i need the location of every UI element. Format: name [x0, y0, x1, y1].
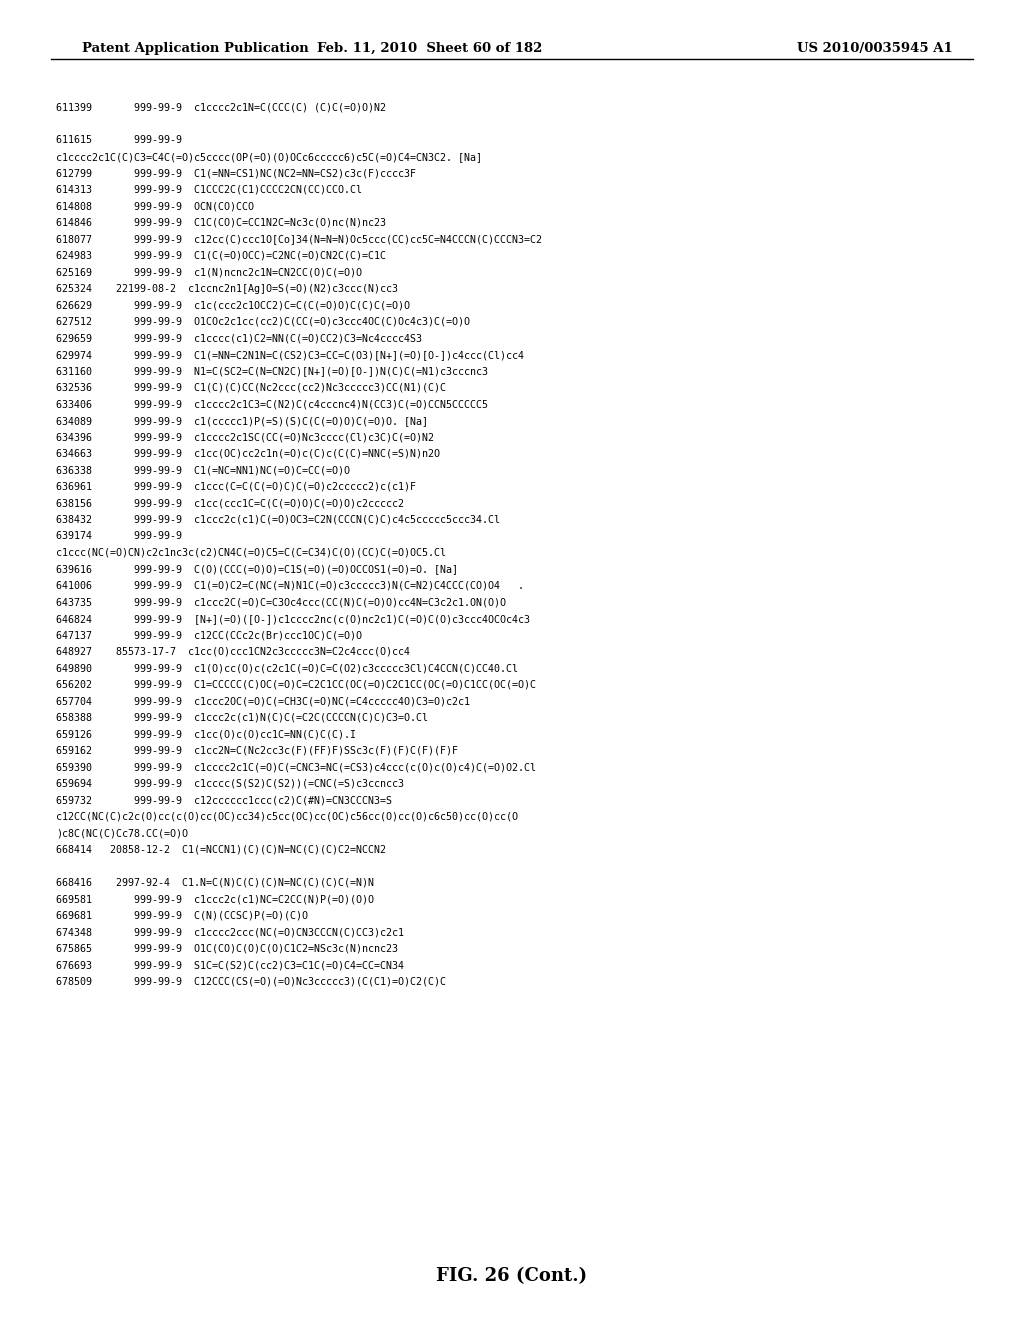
Text: )c8C(NC(C)Cc78.CC(=O)O: )c8C(NC(C)Cc78.CC(=O)O — [56, 829, 188, 838]
Text: 618077       999-99-9  c12cc(C)ccc1O[Co]34(N=N=N)Oc5ccc(CC)cc5C=N4CCCN(C)CCCN3=C: 618077 999-99-9 c12cc(C)ccc1O[Co]34(N=N=… — [56, 235, 543, 244]
Text: 625324    22199-08-2  c1ccnc2n1[Ag]O=S(=O)(N2)c3ccc(N)cc3: 625324 22199-08-2 c1ccnc2n1[Ag]O=S(=O)(N… — [56, 284, 398, 294]
Text: c1cccc2c1C(C)C3=C4C(=O)c5cccc(OP(=O)(O)OCc6ccccc6)c5C(=O)C4=CN3C2. [Na]: c1cccc2c1C(C)C3=C4C(=O)c5cccc(OP(=O)(O)O… — [56, 152, 482, 162]
Text: 639174       999-99-9: 639174 999-99-9 — [56, 531, 182, 541]
Text: 641006       999-99-9  C1(=O)C2=C(NC(=N)N1C(=O)c3ccccc3)N(C=N2)C4CCC(CO)O4   .: 641006 999-99-9 C1(=O)C2=C(NC(=N)N1C(=O)… — [56, 581, 524, 591]
Text: 643735       999-99-9  c1ccc2C(=O)C=C3Oc4ccc(CC(N)C(=O)O)cc4N=C3c2c1.ON(O)O: 643735 999-99-9 c1ccc2C(=O)C=C3Oc4ccc(CC… — [56, 597, 506, 607]
Text: 612799       999-99-9  C1(=NN=CS1)NC(NC2=NN=CS2)c3c(F)cccc3F: 612799 999-99-9 C1(=NN=CS1)NC(NC2=NN=CS2… — [56, 168, 417, 178]
Text: 659126       999-99-9  c1cc(O)c(O)cc1C=NN(C)C(C).I: 659126 999-99-9 c1cc(O)c(O)cc1C=NN(C)C(C… — [56, 729, 356, 739]
Text: 624983       999-99-9  C1(C(=O)OCC)=C2NC(=O)CN2C(C)=C1C: 624983 999-99-9 C1(C(=O)OCC)=C2NC(=O)CN2… — [56, 251, 386, 261]
Text: 636338       999-99-9  C1(=NC=NN1)NC(=O)C=CC(=O)O: 636338 999-99-9 C1(=NC=NN1)NC(=O)C=CC(=O… — [56, 466, 350, 475]
Text: 668416    2997-92-4  C1.N=C(N)C(C)(C)N=NC(C)(C)C(=N)N: 668416 2997-92-4 C1.N=C(N)C(C)(C)N=NC(C)… — [56, 878, 375, 888]
Text: 649890       999-99-9  c1(O)cc(O)c(c2c1C(=O)C=C(O2)c3ccccc3Cl)C4CCN(C)CC40.Cl: 649890 999-99-9 c1(O)cc(O)c(c2c1C(=O)C=C… — [56, 663, 518, 673]
Text: 674348       999-99-9  c1cccc2ccc(NC(=O)CN3CCCN(C)CC3)c2c1: 674348 999-99-9 c1cccc2ccc(NC(=O)CN3CCCN… — [56, 927, 404, 937]
Text: 626629       999-99-9  c1c(ccc2c1OCC2)C=C(C(=O)O)C(C)C(=O)O: 626629 999-99-9 c1c(ccc2c1OCC2)C=C(C(=O)… — [56, 300, 411, 310]
Text: 632536       999-99-9  C1(C)(C)CC(Nc2ccc(cc2)Nc3ccccc3)CC(N1)(C)C: 632536 999-99-9 C1(C)(C)CC(Nc2ccc(cc2)Nc… — [56, 383, 446, 393]
Text: 614313       999-99-9  C1CCC2C(C1)CCCC2CN(CC)CCO.Cl: 614313 999-99-9 C1CCC2C(C1)CCCC2CN(CC)CC… — [56, 185, 362, 195]
Text: 669581       999-99-9  c1ccc2c(c1)NC=C2CC(N)P(=O)(O)O: 669581 999-99-9 c1ccc2c(c1)NC=C2CC(N)P(=… — [56, 895, 375, 904]
Text: 611615       999-99-9: 611615 999-99-9 — [56, 135, 182, 145]
Text: 636961       999-99-9  c1ccc(C=C(C(=O)C)C(=O)c2ccccc2)c(c1)F: 636961 999-99-9 c1ccc(C=C(C(=O)C)C(=O)c2… — [56, 482, 417, 492]
Text: c12CC(NC(C)c2c(O)cc(c(O)cc(OC)cc34)c5cc(OC)cc(OC)c56cc(O)cc(O)c6c50)cc(O)cc(O: c12CC(NC(C)c2c(O)cc(c(O)cc(OC)cc34)c5cc(… — [56, 812, 518, 822]
Text: 639616       999-99-9  C(O)(CCC(=O)O)=C1S(=O)(=O)OCCOS1(=O)=O. [Na]: 639616 999-99-9 C(O)(CCC(=O)O)=C1S(=O)(=… — [56, 565, 459, 574]
Text: 634089       999-99-9  c1(ccccc1)P(=S)(S)C(C(=O)O)C(=O)O. [Na]: 634089 999-99-9 c1(ccccc1)P(=S)(S)C(C(=O… — [56, 416, 428, 426]
Text: 646824       999-99-9  [N+](=O)([O-])c1cccc2nc(c(O)nc2c1)C(=O)C(O)c3ccc4OCOc4c3: 646824 999-99-9 [N+](=O)([O-])c1cccc2nc(… — [56, 614, 530, 624]
Text: 614808       999-99-9  OCN(CO)CCO: 614808 999-99-9 OCN(CO)CCO — [56, 201, 254, 211]
Text: 634663       999-99-9  c1cc(OC)cc2c1n(=O)c(C)c(C(C)=NNC(=S)N)n2O: 634663 999-99-9 c1cc(OC)cc2c1n(=O)c(C)c(… — [56, 449, 440, 459]
Text: 638156       999-99-9  c1cc(ccc1C=C(C(=O)O)C(=O)O)c2ccccc2: 638156 999-99-9 c1cc(ccc1C=C(C(=O)O)C(=O… — [56, 498, 404, 508]
Text: 614846       999-99-9  C1C(CO)C=CC1N2C=Nc3c(O)nc(N)nc23: 614846 999-99-9 C1C(CO)C=CC1N2C=Nc3c(O)n… — [56, 218, 386, 228]
Text: Patent Application Publication: Patent Application Publication — [82, 42, 308, 55]
Text: US 2010/0035945 A1: US 2010/0035945 A1 — [797, 42, 952, 55]
Text: 659162       999-99-9  c1cc2N=C(Nc2cc3c(F)(FF)F)SSc3c(F)(F)C(F)(F)F: 659162 999-99-9 c1cc2N=C(Nc2cc3c(F)(FF)F… — [56, 746, 459, 756]
Text: 656202       999-99-9  C1=CCCCC(C)OC(=O)C=C2C1CC(OC(=O)C2C1CC(OC(=O)C1CC(OC(=O)C: 656202 999-99-9 C1=CCCCC(C)OC(=O)C=C2C1C… — [56, 680, 537, 690]
Text: 659732       999-99-9  c12cccccc1ccc(c2)C(#N)=CN3CCCN3=S: 659732 999-99-9 c12cccccc1ccc(c2)C(#N)=C… — [56, 795, 392, 805]
Text: c1ccc(NC(=O)CN)c2c1nc3c(c2)CN4C(=O)C5=C(C=C34)C(O)(CC)C(=O)OC5.Cl: c1ccc(NC(=O)CN)c2c1nc3c(c2)CN4C(=O)C5=C(… — [56, 548, 446, 558]
Text: 675865       999-99-9  O1C(CO)C(O)C(O)C1C2=NSc3c(N)ncnc23: 675865 999-99-9 O1C(CO)C(O)C(O)C1C2=NSc3… — [56, 944, 398, 954]
Text: Feb. 11, 2010  Sheet 60 of 182: Feb. 11, 2010 Sheet 60 of 182 — [317, 42, 543, 55]
Text: 676693       999-99-9  S1C=C(S2)C(cc2)C3=C1C(=O)C4=CC=CN34: 676693 999-99-9 S1C=C(S2)C(cc2)C3=C1C(=O… — [56, 961, 404, 970]
Text: FIG. 26 (Cont.): FIG. 26 (Cont.) — [436, 1267, 588, 1286]
Text: 648927    85573-17-7  c1cc(O)ccc1CN2c3ccccc3N=C2c4ccc(O)cc4: 648927 85573-17-7 c1cc(O)ccc1CN2c3ccccc3… — [56, 647, 411, 657]
Text: 668414   20858-12-2  C1(=NCCN1)(C)(C)N=NC(C)(C)C2=NCCN2: 668414 20858-12-2 C1(=NCCN1)(C)(C)N=NC(C… — [56, 845, 386, 855]
Text: 658388       999-99-9  c1ccc2c(c1)N(C)C(=C2C(CCCCN(C)C)C3=O.Cl: 658388 999-99-9 c1ccc2c(c1)N(C)C(=C2C(CC… — [56, 713, 428, 723]
Text: 627512       999-99-9  O1COc2c1cc(cc2)C(CC(=O)c3ccc4OC(C)Oc4c3)C(=O)O: 627512 999-99-9 O1COc2c1cc(cc2)C(CC(=O)c… — [56, 317, 470, 327]
Text: 669681       999-99-9  C(N)(CCSC)P(=O)(C)O: 669681 999-99-9 C(N)(CCSC)P(=O)(C)O — [56, 911, 308, 921]
Text: 633406       999-99-9  c1cccc2c1C3=C(N2)C(c4cccnc4)N(CC3)C(=O)CCN5CCCCC5: 633406 999-99-9 c1cccc2c1C3=C(N2)C(c4ccc… — [56, 399, 488, 409]
Text: 611399       999-99-9  c1cccc2c1N=C(CCC(C) (C)C(=O)O)N2: 611399 999-99-9 c1cccc2c1N=C(CCC(C) (C)C… — [56, 103, 386, 112]
Text: 659390       999-99-9  c1cccc2c1C(=O)C(=CNC3=NC(=CS3)c4ccc(c(O)c(O)c4)C(=O)O2.Cl: 659390 999-99-9 c1cccc2c1C(=O)C(=CNC3=NC… — [56, 763, 537, 772]
Text: 657704       999-99-9  c1ccc2OC(=O)C(=CH3C(=O)NC(=C4ccccc4O)C3=O)c2c1: 657704 999-99-9 c1ccc2OC(=O)C(=CH3C(=O)N… — [56, 697, 470, 706]
Text: 629974       999-99-9  C1(=NN=C2N1N=C(CS2)C3=CC=C(O3)[N+](=O)[O-])c4ccc(Cl)cc4: 629974 999-99-9 C1(=NN=C2N1N=C(CS2)C3=CC… — [56, 350, 524, 360]
Text: 625169       999-99-9  c1(N)ncnc2c1N=CN2CC(O)C(=O)O: 625169 999-99-9 c1(N)ncnc2c1N=CN2CC(O)C(… — [56, 267, 362, 277]
Text: 678509       999-99-9  C12CCC(CS(=O)(=O)Nc3ccccc3)(C(C1)=O)C2(C)C: 678509 999-99-9 C12CCC(CS(=O)(=O)Nc3cccc… — [56, 977, 446, 987]
Text: 629659       999-99-9  c1cccc(c1)C2=NN(C(=O)CC2)C3=Nc4cccc4S3: 629659 999-99-9 c1cccc(c1)C2=NN(C(=O)CC2… — [56, 333, 422, 343]
Text: 659694       999-99-9  c1cccc(S(S2)C(S2))(=CNC(=S)c3ccncc3: 659694 999-99-9 c1cccc(S(S2)C(S2))(=CNC(… — [56, 779, 404, 789]
Text: 638432       999-99-9  c1ccc2c(c1)C(=O)OC3=C2N(CCCN(C)C)c4c5ccccc5ccc34.Cl: 638432 999-99-9 c1ccc2c(c1)C(=O)OC3=C2N(… — [56, 515, 501, 525]
Text: 631160       999-99-9  N1=C(SC2=C(N=CN2C)[N+](=O)[O-])N(C)C(=N1)c3cccnc3: 631160 999-99-9 N1=C(SC2=C(N=CN2C)[N+](=… — [56, 366, 488, 376]
Text: 647137       999-99-9  c12CC(CCc2c(Br)ccc1OC)C(=O)O: 647137 999-99-9 c12CC(CCc2c(Br)ccc1OC)C(… — [56, 631, 362, 640]
Text: 634396       999-99-9  c1cccc2c1SC(CC(=O)Nc3cccc(Cl)c3C)C(=O)N2: 634396 999-99-9 c1cccc2c1SC(CC(=O)Nc3ccc… — [56, 432, 434, 442]
